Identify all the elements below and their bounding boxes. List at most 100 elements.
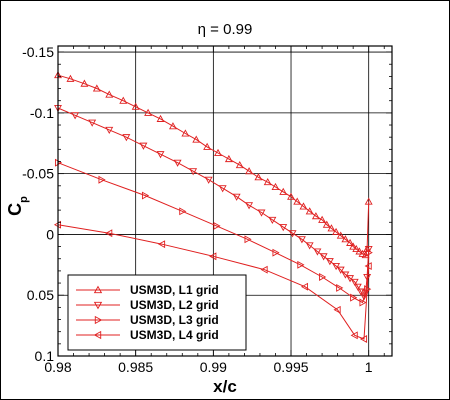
data-point xyxy=(333,305,341,314)
data-point xyxy=(279,187,288,195)
x-tick-label: 0.985 xyxy=(118,359,153,375)
data-point xyxy=(327,224,336,232)
axis-ticks: 0.98 0.985 0.99 0.995 1 -0.15 -0.1 -0.05 0 0.05 0.… xyxy=(22,44,392,375)
data-point xyxy=(363,273,372,282)
y-tick-label: 0 xyxy=(46,226,54,242)
data-point xyxy=(204,176,213,184)
series-line xyxy=(57,107,370,298)
legend-marker xyxy=(93,301,103,310)
data-point xyxy=(144,108,153,116)
data-point xyxy=(98,175,106,184)
legend-label: USM3D, L4 grid xyxy=(130,328,219,342)
data-point xyxy=(244,235,252,244)
y-tick-label: -0.1 xyxy=(30,105,54,121)
x-tick-label: 1 xyxy=(365,359,373,375)
data-point xyxy=(80,79,89,87)
data-point xyxy=(157,240,166,249)
data-point xyxy=(214,148,222,156)
y-tick-label: 0.05 xyxy=(27,287,54,303)
data-point xyxy=(213,221,221,230)
data-point xyxy=(156,114,165,122)
data-point xyxy=(359,335,368,343)
data-point xyxy=(105,229,113,238)
data-point xyxy=(364,197,373,205)
data-point xyxy=(141,191,150,200)
data-point xyxy=(245,202,254,210)
data-point xyxy=(263,178,272,186)
legend-label: USM3D, L3 grid xyxy=(130,313,219,327)
data-point xyxy=(352,244,361,253)
series-line xyxy=(57,224,370,340)
data-point xyxy=(346,238,355,246)
data-point xyxy=(268,216,277,224)
x-tick-label: 0.995 xyxy=(273,359,308,375)
data-point xyxy=(173,159,182,167)
data-point xyxy=(293,197,302,205)
legend-label: USM3D, L2 grid xyxy=(130,298,219,312)
legend-label: USM3D, L1 grid xyxy=(130,283,219,297)
y-axis-title-subscript: p xyxy=(18,196,30,203)
data-point xyxy=(341,271,350,279)
data-point xyxy=(319,253,328,261)
data-point xyxy=(105,90,114,98)
data-point xyxy=(257,209,266,217)
data-point xyxy=(313,248,322,256)
data-point xyxy=(235,161,244,169)
legend-marker xyxy=(93,285,103,294)
data-point xyxy=(322,220,331,228)
data-point xyxy=(365,248,373,257)
legend-marker xyxy=(93,330,102,340)
series-line xyxy=(57,162,370,304)
series-1 xyxy=(54,71,373,259)
data-point xyxy=(287,192,295,200)
data-point xyxy=(319,273,327,281)
data-point xyxy=(179,207,187,216)
data-point xyxy=(297,236,306,244)
data-point xyxy=(297,260,305,269)
y-tick-label: 0.1 xyxy=(35,348,55,364)
series-line xyxy=(57,74,370,256)
data-point xyxy=(305,207,314,215)
data-point xyxy=(181,129,190,137)
data-point xyxy=(119,96,128,104)
y-axis-title-group: Cp xyxy=(5,196,30,216)
data-point xyxy=(359,298,367,307)
x-tick-label: 0.99 xyxy=(200,359,227,375)
data-point xyxy=(325,258,334,266)
x-axis-title: x/c xyxy=(213,377,237,396)
legend-item: USM3D, L3 grid xyxy=(76,313,219,327)
data-point xyxy=(336,266,345,274)
data-point xyxy=(299,202,308,210)
series-3 xyxy=(54,158,373,307)
data-point xyxy=(271,182,280,191)
data-point xyxy=(66,74,75,82)
data-point xyxy=(350,293,358,302)
data-point xyxy=(224,154,233,163)
data-point xyxy=(122,134,131,142)
data-point xyxy=(305,242,314,250)
data-point xyxy=(88,119,97,127)
data-point xyxy=(272,248,280,257)
y-tick-label: -0.05 xyxy=(22,166,54,182)
data-point xyxy=(355,247,364,255)
data-point xyxy=(364,246,373,254)
series-4 xyxy=(53,220,372,343)
data-point xyxy=(353,283,362,291)
data-point xyxy=(139,142,148,150)
legend-marker xyxy=(94,315,103,325)
data-point xyxy=(356,288,365,296)
series-layer xyxy=(53,71,373,343)
y-tick-label: -0.15 xyxy=(22,44,54,60)
legend-item: USM3D, L4 grid xyxy=(76,328,219,342)
y-axis-title: Cp xyxy=(5,196,30,216)
data-point xyxy=(332,263,341,271)
data-point xyxy=(336,283,344,292)
data-point xyxy=(254,173,263,181)
data-point xyxy=(245,167,254,175)
data-point xyxy=(336,231,345,239)
plot-frame xyxy=(57,45,393,357)
data-point xyxy=(350,331,358,340)
legend-item: USM3D, L2 grid xyxy=(76,298,219,312)
data-point xyxy=(346,275,355,283)
